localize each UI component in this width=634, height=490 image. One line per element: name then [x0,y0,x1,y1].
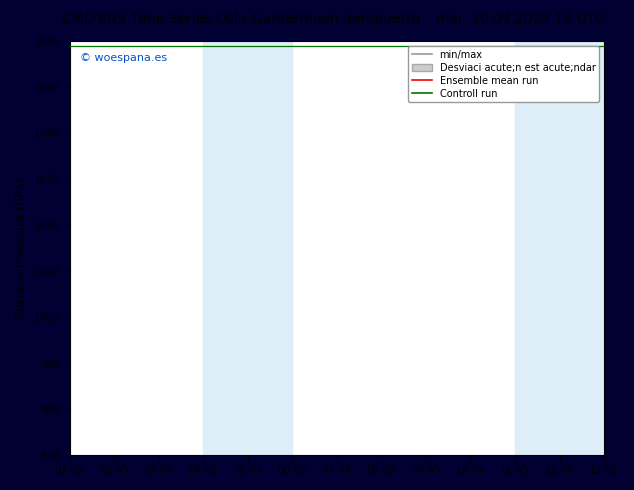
Legend: min/max, Desviaci acute;n est acute;ndar, Ensemble mean run, Controll run: min/max, Desviaci acute;n est acute;ndar… [408,46,599,102]
Bar [515,41,604,455]
Text: © woespana.es: © woespana.es [81,53,167,64]
Bar [203,41,292,455]
Text: mar. 30.04.2024 18 UTC: mar. 30.04.2024 18 UTC [436,12,604,26]
Text: CMC-ENS Time Series Oslo-Gardermoen aeropuerto: CMC-ENS Time Series Oslo-Gardermoen aero… [61,12,420,26]
Y-axis label: Surface Pressure (hPa): Surface Pressure (hPa) [15,177,28,319]
